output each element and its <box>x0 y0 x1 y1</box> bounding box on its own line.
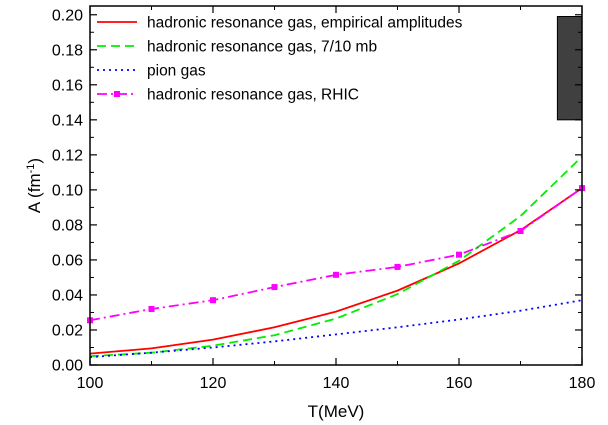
y-axis-label-close: ) <box>25 158 44 164</box>
legend-label: hadronic resonance gas, 7/10 mb <box>147 39 377 56</box>
series-marker <box>148 305 155 312</box>
series-marker <box>394 263 401 270</box>
series-layer <box>87 155 585 358</box>
y-tick-label: 0.02 <box>52 322 83 339</box>
legend: hadronic resonance gas, empirical amplit… <box>97 15 463 104</box>
x-axis-label: T(MeV) <box>308 402 365 421</box>
series-line-1 <box>89 187 583 355</box>
x-tick-label: 100 <box>77 375 104 392</box>
y-axis-label-main: A (fm <box>25 173 44 213</box>
legend-label: pion gas <box>147 63 206 80</box>
plot-area: 100 120 140 160 180 0.00 0.02 0.04 0.06 0.08 0.10 0… <box>52 5 596 392</box>
y-tick-label: 0.04 <box>52 287 83 304</box>
series-marker <box>517 228 524 235</box>
y-tick-label: 0.00 <box>52 358 83 375</box>
dark-band <box>556 16 583 121</box>
series-marker <box>456 251 462 258</box>
series-marker <box>210 297 216 304</box>
series-line-3 <box>89 299 583 358</box>
band-layer <box>556 16 583 121</box>
x-tick-label: 180 <box>569 375 596 392</box>
y-tick-label: 0.08 <box>52 217 83 234</box>
y-tick-label: 0.14 <box>52 112 83 129</box>
x-tick-label: 120 <box>200 375 227 392</box>
series-line-4 <box>89 187 583 322</box>
y-axis-label: A (fm-1) <box>25 158 44 213</box>
x-tick-label: 140 <box>323 375 350 392</box>
y-tick-label: 0.20 <box>52 7 83 24</box>
series-marker <box>333 271 339 278</box>
y-axis-label-superscript: -1 <box>25 164 37 174</box>
series-marker <box>271 284 278 291</box>
y-tick-label: 0.16 <box>52 77 83 94</box>
y-tick-label: 0.06 <box>52 252 83 269</box>
y-tick-label: 0.12 <box>52 147 83 164</box>
series-line-2 <box>89 155 583 358</box>
x-tick-label: 160 <box>446 375 473 392</box>
y-tick-label: 0.18 <box>52 42 83 59</box>
y-tick-label: 0.10 <box>52 182 83 199</box>
tick-layer: 100 120 140 160 180 0.00 0.02 0.04 0.06 0.08 0.10 0… <box>52 6 596 392</box>
legend-marker <box>114 91 120 97</box>
legend-label: hadronic resonance gas, RHIC <box>147 87 359 104</box>
legend-label: hadronic resonance gas, empirical amplit… <box>147 15 463 32</box>
